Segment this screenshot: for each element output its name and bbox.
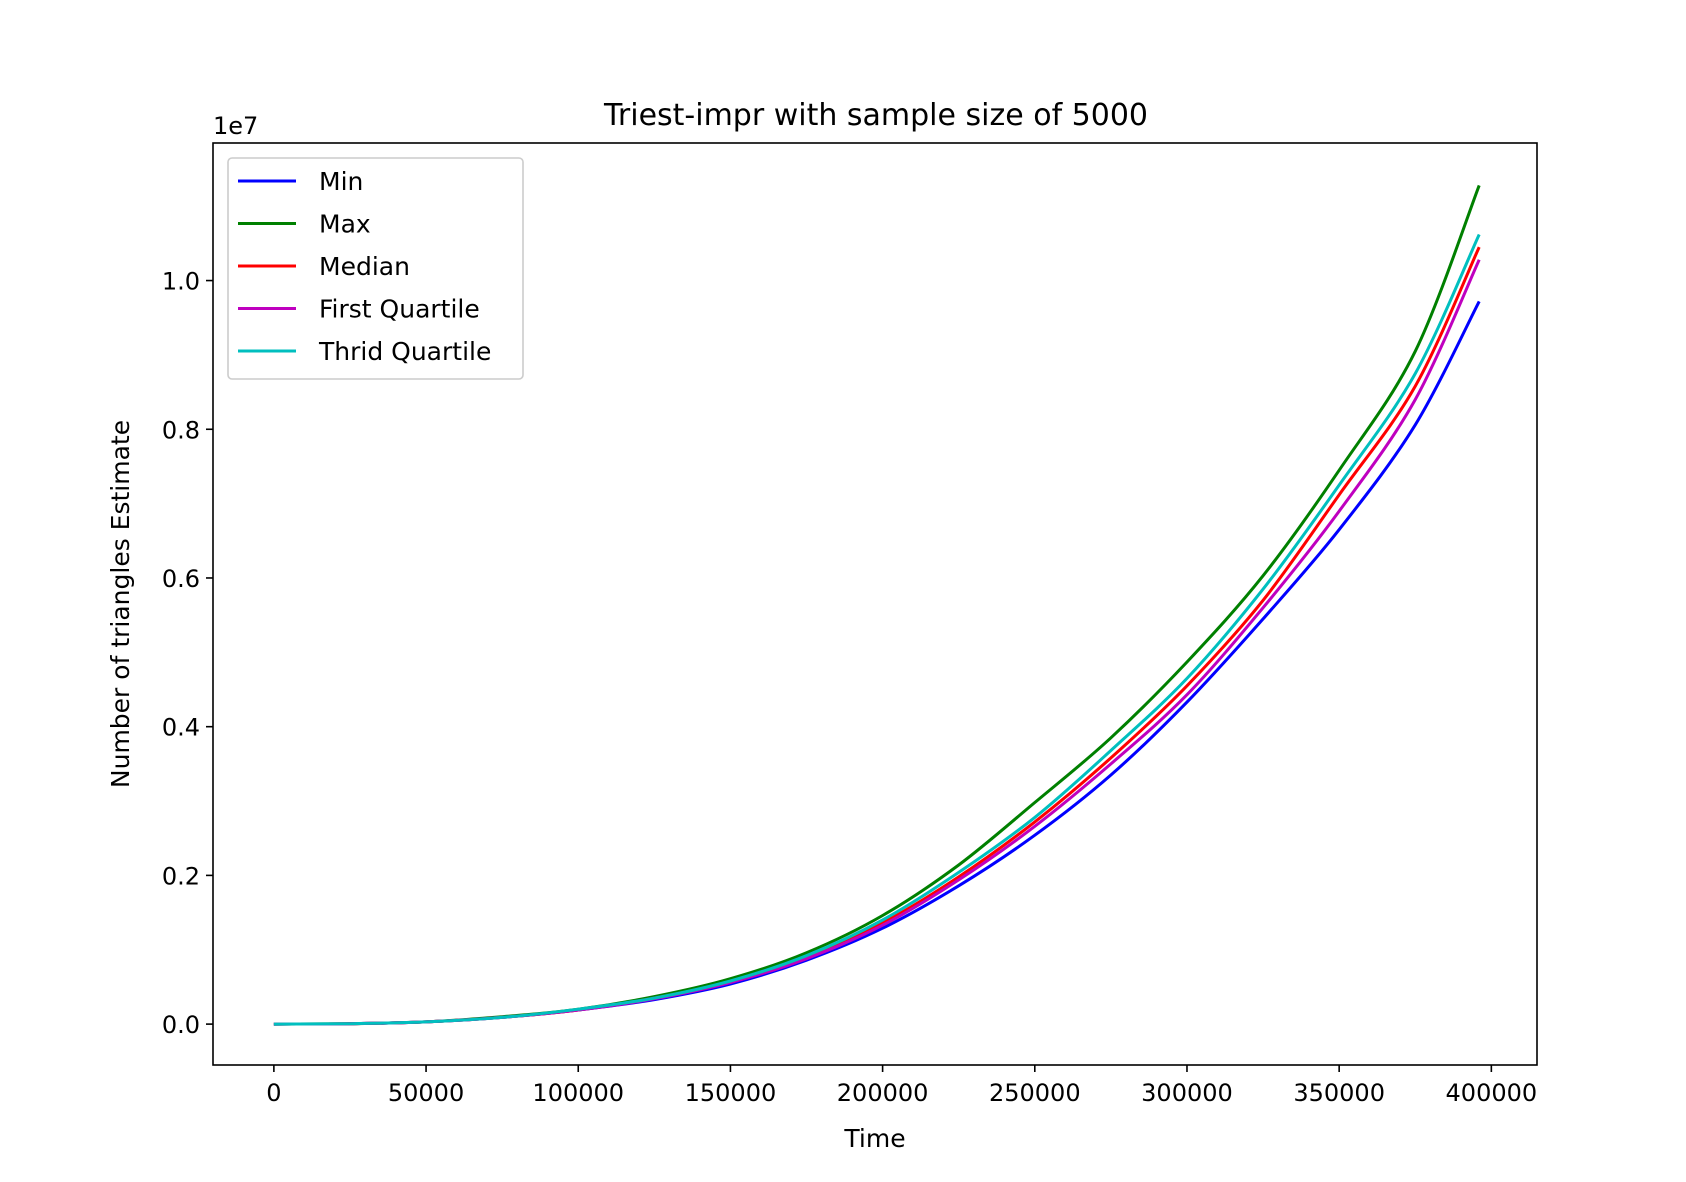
plot-frame [212, 142, 1538, 1066]
x-tick-label: 50000 [388, 1079, 464, 1107]
x-tick-label: 0 [266, 1079, 281, 1107]
chart-title: Triest-impr with sample size of 5000 [603, 98, 1148, 133]
legend: Min Max Median First Quartile Thrid Quartile [227, 157, 524, 380]
y-axis-label: Number of triangles Estimate [106, 420, 135, 788]
x-tick-label: 100000 [532, 1079, 624, 1107]
y-tick-label: 0.2 [162, 862, 200, 890]
series-layer [273, 184, 1481, 1026]
y-axis: 0.0 0.2 0.4 0.6 0.8 1.0 [162, 268, 213, 1039]
legend-label-min: Min [319, 167, 363, 196]
y-tick-label: 0.4 [162, 714, 200, 742]
x-tick-label: 300000 [1141, 1079, 1233, 1107]
y-offset-label: 1e7 [213, 112, 258, 140]
x-tick-label: 350000 [1293, 1079, 1385, 1107]
legend-label-median: Median [319, 252, 410, 281]
x-tick-label: 250000 [989, 1079, 1081, 1107]
legend-label-max: Max [319, 210, 371, 239]
x-tick-label: 200000 [837, 1079, 929, 1107]
legend-label-thrid-quartile: Thrid Quartile [318, 337, 491, 366]
x-axis: 0 50000 100000 150000 200000 250000 300000 3500… [266, 1065, 1537, 1107]
y-tick-label: 0.8 [162, 416, 200, 444]
y-tick-label: 1.0 [162, 268, 200, 296]
x-tick-label: 150000 [685, 1079, 777, 1107]
legend-box [227, 157, 524, 380]
y-tick-label: 0.0 [162, 1011, 200, 1039]
legend-label-first-quartile: First Quartile [319, 295, 480, 324]
series-line-thrid-quartile [273, 233, 1481, 1026]
x-tick-label: 400000 [1446, 1079, 1538, 1107]
x-axis-label: Time [843, 1124, 905, 1153]
y-tick-label: 0.6 [162, 565, 200, 593]
